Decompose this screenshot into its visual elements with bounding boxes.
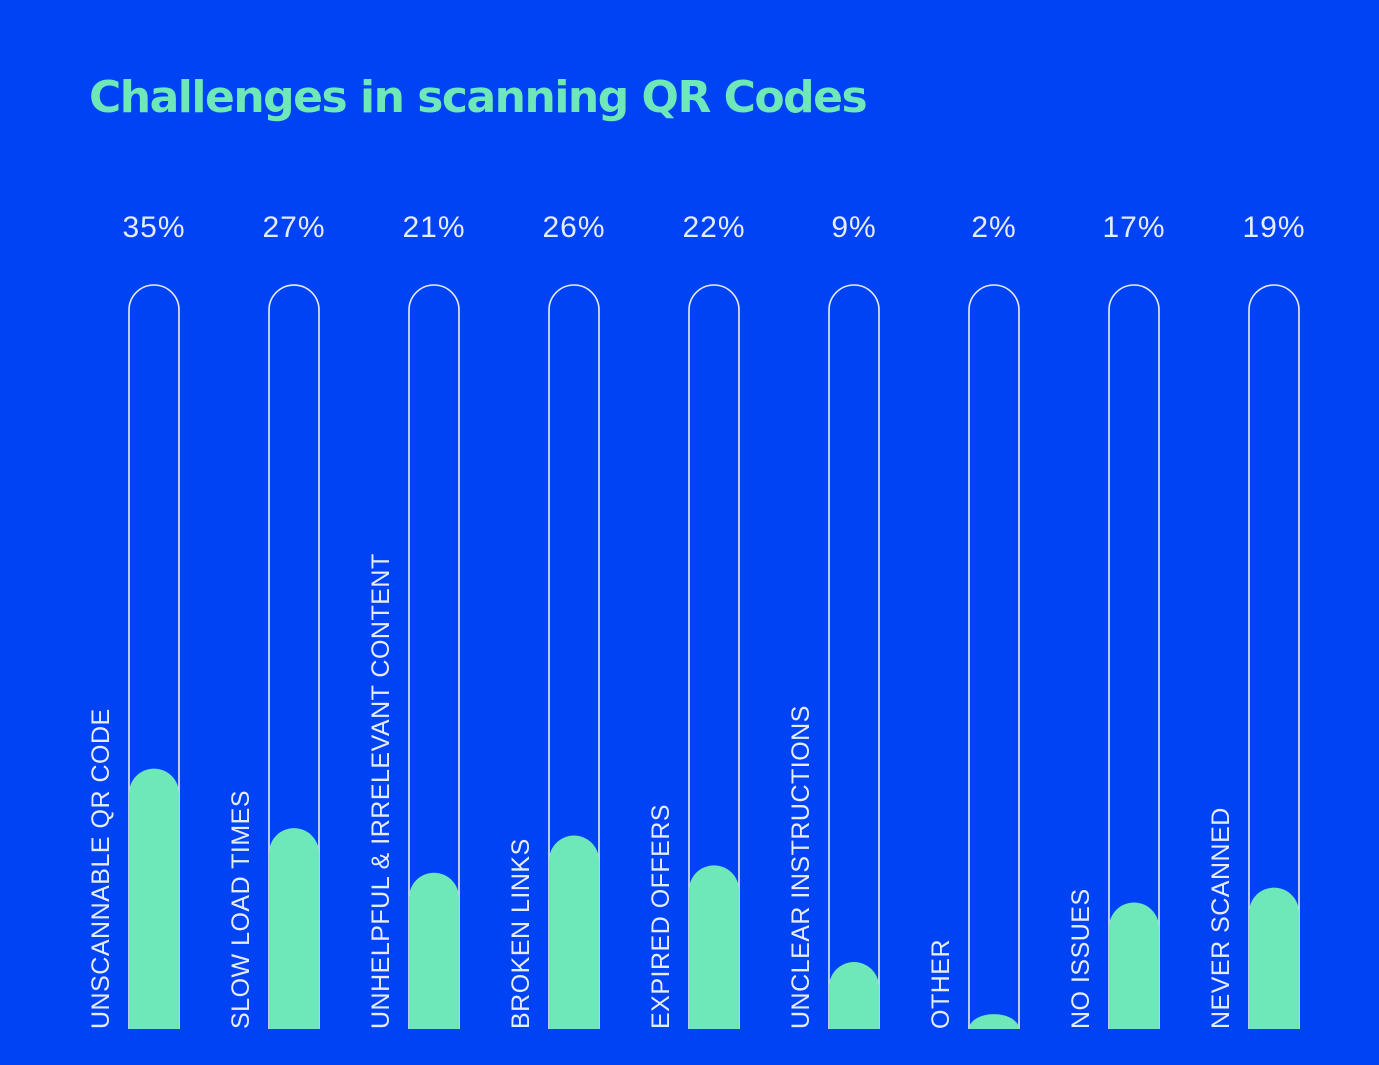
bar xyxy=(969,1014,1019,1029)
bar xyxy=(408,872,459,1029)
category-label: BROKEN LINKS xyxy=(507,838,535,1029)
bar-group: 19% NEVER SCANNED xyxy=(1207,211,1305,1029)
bar xyxy=(1109,902,1159,1029)
bar-group: 22% EXPIRED OFFERS xyxy=(647,211,745,1029)
chart-title: Challenges in scanning QR Codes xyxy=(89,72,868,123)
category-label: OTHER xyxy=(927,939,955,1029)
category-label: SLOW LOAD TIMES xyxy=(227,790,255,1029)
value-label: 2% xyxy=(971,211,1016,244)
category-label: NO ISSUES xyxy=(1067,888,1095,1029)
bar-track xyxy=(1248,284,1300,1029)
bar-group: 2% OTHER xyxy=(927,211,1020,1029)
bar-group: 35% UNSCANNABLE QR CODE xyxy=(87,211,185,1029)
value-label: 26% xyxy=(542,211,605,244)
bar-track xyxy=(268,284,320,1029)
bar-track xyxy=(1108,284,1160,1029)
bar-group: 9% UNCLEAR INSTRUCTIONS xyxy=(787,211,880,1029)
bar-group: 21% UNHELPFUL & IRRELEVANT CONTENT xyxy=(367,211,465,1029)
category-label: NEVER SCANNED xyxy=(1207,807,1235,1029)
value-label: 35% xyxy=(122,211,185,244)
value-label: 22% xyxy=(682,211,745,244)
bar-track xyxy=(548,284,600,1029)
bar-group: 26% BROKEN LINKS xyxy=(507,211,605,1029)
category-label: EXPIRED OFFERS xyxy=(647,804,675,1029)
bar xyxy=(829,962,879,1029)
category-label: UNSCANNABLE QR CODE xyxy=(87,708,115,1029)
bar xyxy=(689,865,739,1029)
bar-track xyxy=(688,284,740,1029)
bar xyxy=(549,835,599,1029)
bar-group: 17% NO ISSUES xyxy=(1067,211,1165,1029)
bar xyxy=(129,768,179,1029)
bar-track xyxy=(408,284,460,1029)
value-label: 27% xyxy=(262,211,325,244)
value-label: 9% xyxy=(831,211,876,244)
category-label: UNHELPFUL & IRRELEVANT CONTENT xyxy=(367,553,395,1029)
bar-group: 27% SLOW LOAD TIMES xyxy=(227,211,325,1029)
value-label: 17% xyxy=(1102,211,1165,244)
value-label: 19% xyxy=(1242,211,1305,244)
value-label: 21% xyxy=(402,211,465,244)
bar xyxy=(1249,887,1299,1029)
category-label: UNCLEAR INSTRUCTIONS xyxy=(787,705,815,1029)
bar-track xyxy=(128,284,180,1029)
bar-track xyxy=(968,284,1020,1029)
bar xyxy=(269,828,319,1029)
bar-track xyxy=(828,284,880,1029)
